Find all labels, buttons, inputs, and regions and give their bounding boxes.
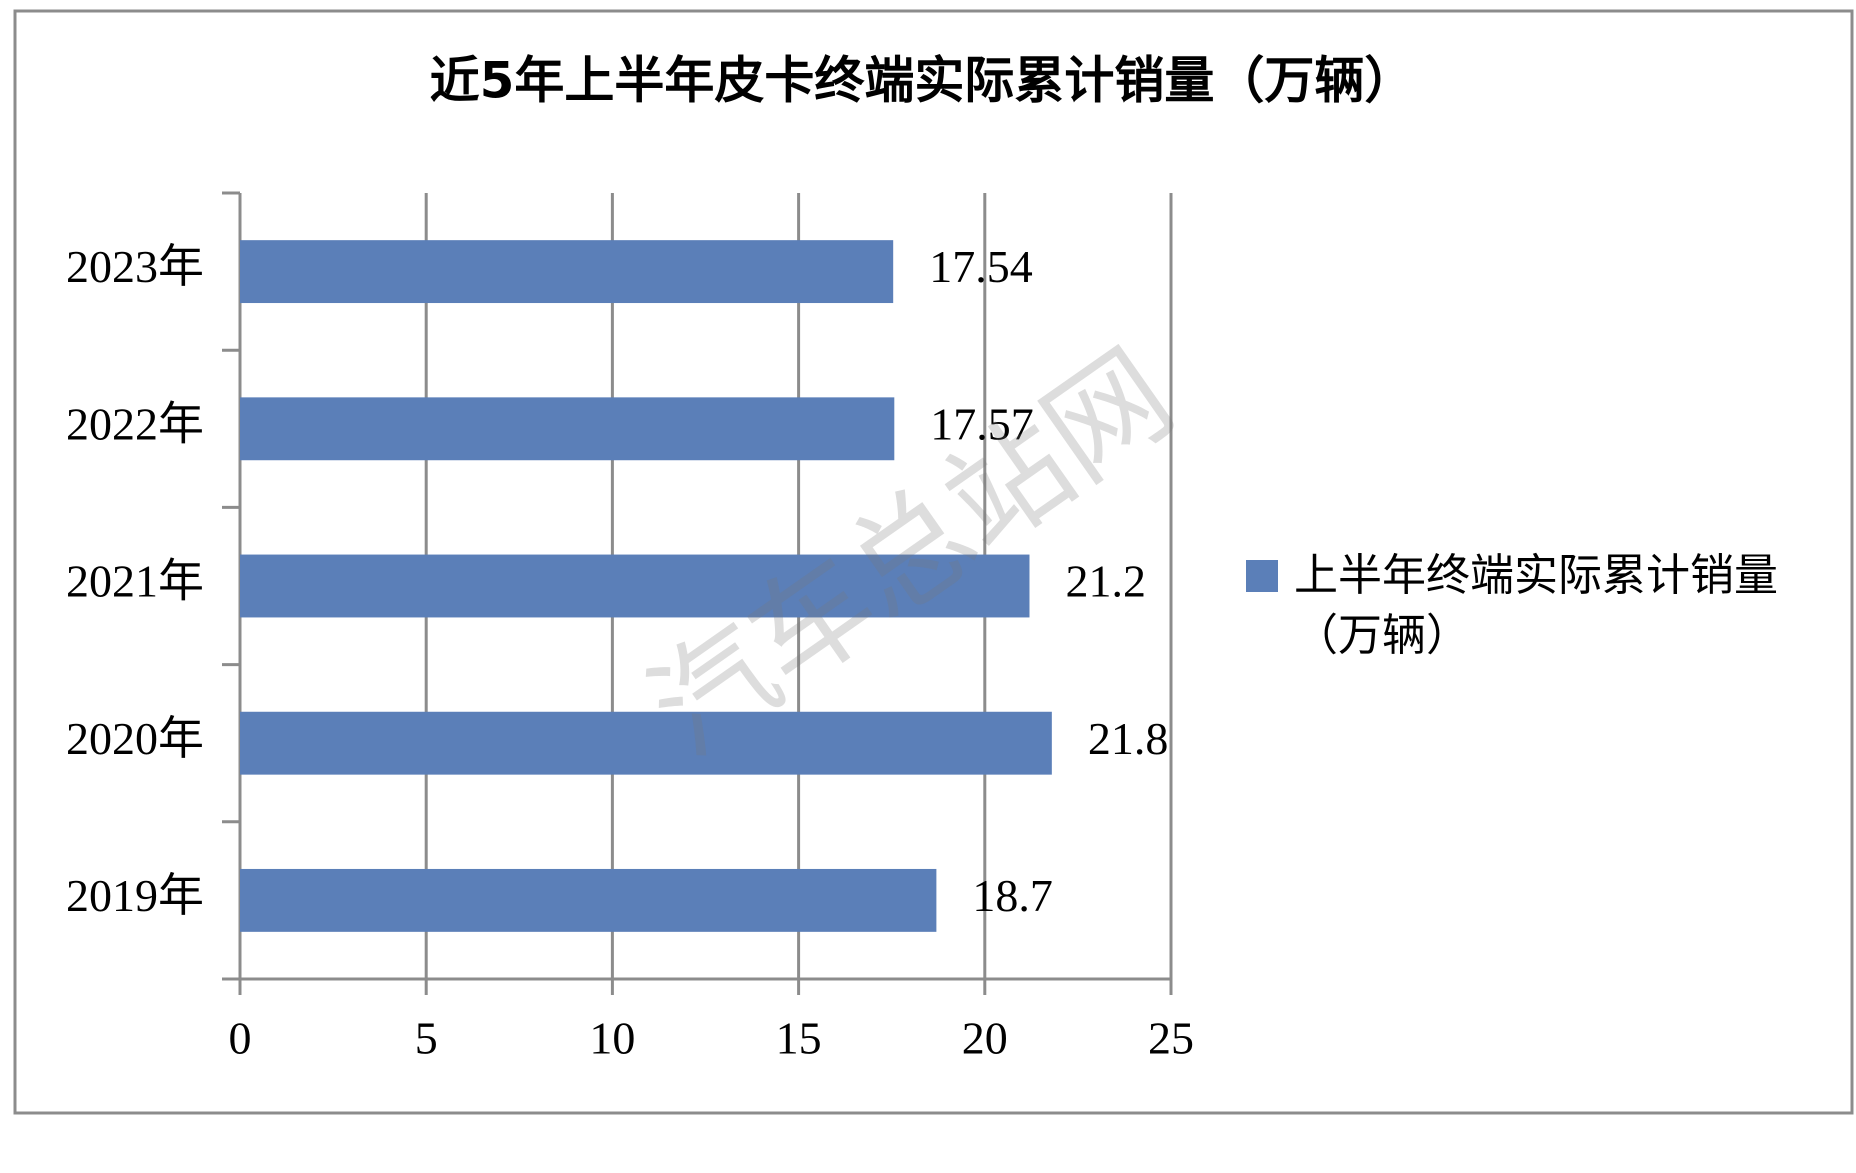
data-label: 17.54	[929, 241, 1033, 292]
bar	[240, 554, 1030, 618]
y-tick-label: 2019年	[66, 870, 204, 921]
y-tick-label: 2023年	[66, 241, 204, 292]
y-tick-label: 2020年	[66, 713, 204, 764]
data-label: 21.2	[1065, 556, 1146, 607]
data-label: 21.8	[1088, 713, 1169, 764]
x-tick-label: 20	[962, 1013, 1008, 1064]
x-tick-label: 10	[589, 1013, 635, 1064]
legend-label: 上半年终端实际累计销量（万辆）	[1294, 550, 1778, 661]
x-tick-label: 0	[229, 1013, 252, 1064]
y-tick-label: 2021年	[66, 556, 204, 607]
x-tick-label: 25	[1148, 1013, 1194, 1064]
chart-title: 近5年上半年皮卡终端实际累计销量（万辆）	[430, 52, 1415, 110]
bar	[240, 711, 1052, 775]
data-label: 18.7	[972, 870, 1052, 921]
bar	[240, 397, 895, 461]
x-tick-label: 5	[415, 1013, 438, 1064]
x-tick-label: 15	[776, 1013, 822, 1064]
legend-swatch	[1246, 560, 1278, 592]
bar	[240, 240, 894, 304]
bar	[240, 868, 937, 932]
y-tick-label: 2022年	[66, 398, 204, 449]
data-label: 17.57	[930, 398, 1034, 449]
